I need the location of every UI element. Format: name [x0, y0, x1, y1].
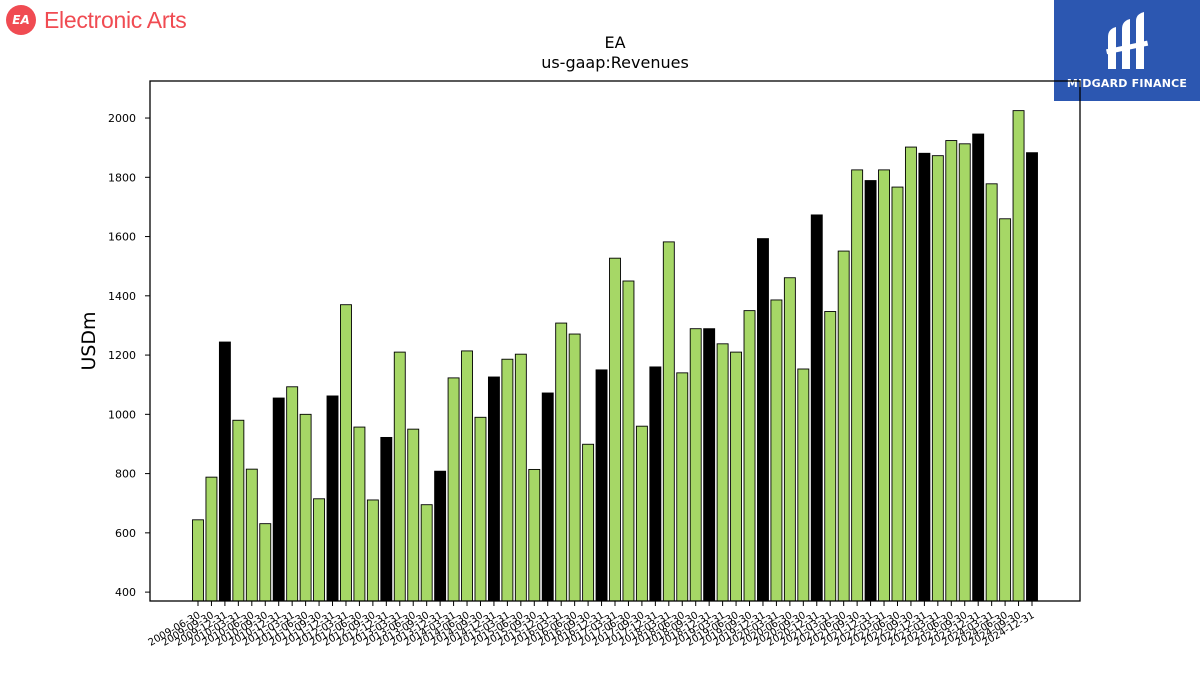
y-tick-label: 1600 [108, 231, 136, 244]
bar [676, 372, 689, 602]
bar [420, 504, 433, 602]
bar [716, 343, 729, 602]
bar [824, 311, 837, 602]
bar [945, 140, 958, 602]
bar [272, 397, 285, 602]
bar [622, 280, 635, 602]
bar [380, 436, 393, 602]
bar [689, 328, 702, 602]
chart-title: EA [604, 33, 625, 52]
bar [904, 146, 917, 602]
bar [447, 377, 460, 602]
bar [434, 470, 447, 602]
bar [783, 277, 796, 602]
brand-name: Electronic Arts [44, 6, 187, 33]
bar [1012, 110, 1025, 602]
bar [609, 257, 621, 602]
bar [286, 386, 299, 602]
bar [918, 152, 931, 602]
bar [205, 476, 218, 602]
y-tick-label: 1200 [108, 349, 136, 362]
bar [461, 350, 473, 602]
bar [299, 413, 312, 602]
y-axis-ticks: 400 600 800 1000 1200 1400 1600 1800 2000 [108, 112, 150, 599]
bar [582, 443, 595, 602]
bar [528, 468, 541, 602]
bar [393, 351, 406, 602]
bar [851, 169, 864, 602]
bar [407, 428, 420, 602]
bar [797, 368, 810, 602]
bar [635, 425, 648, 602]
y-tick-label: 1000 [108, 408, 136, 421]
bar [568, 333, 581, 602]
ea-logo-icon: EA [6, 5, 36, 35]
bar [931, 155, 944, 602]
bar [555, 322, 568, 602]
partner-name: MIDGARD FINANCE [1066, 77, 1188, 90]
bar [972, 133, 985, 602]
bar [501, 358, 514, 602]
bar [514, 353, 527, 602]
bar [245, 468, 258, 602]
bar [595, 369, 608, 602]
bar [999, 218, 1012, 602]
bar [770, 299, 783, 602]
bars-layer [192, 110, 1038, 602]
bar [326, 395, 339, 602]
bar [353, 426, 366, 602]
y-axis-label: USDm [78, 311, 100, 370]
bar [259, 523, 272, 602]
y-tick-label: 1400 [108, 290, 136, 303]
bar [743, 310, 756, 602]
chart-subtitle: us-gaap:Revenues [541, 53, 689, 72]
y-tick-label: 800 [115, 468, 136, 481]
y-tick-label: 2000 [108, 112, 136, 125]
bar [1026, 152, 1038, 602]
bar [340, 304, 352, 602]
bar [730, 351, 743, 602]
bar [232, 419, 245, 602]
bar [703, 328, 716, 602]
x-axis-ticks: 2009-06-302009-09-302009-12-312010-03-31… [147, 601, 1037, 649]
bar [757, 238, 769, 602]
bar [313, 498, 326, 602]
bar [891, 186, 904, 602]
bar [192, 519, 204, 602]
y-tick-label: 400 [115, 586, 136, 599]
y-tick-label: 600 [115, 527, 136, 540]
bar [487, 376, 500, 602]
y-tick-label: 1800 [108, 171, 136, 184]
bar [958, 143, 971, 602]
brand-logo: EA Electronic Arts [6, 5, 187, 35]
bar [649, 366, 662, 602]
bar [985, 183, 998, 602]
bar [662, 241, 675, 602]
bar [864, 180, 877, 602]
midgard-logo-icon [1106, 12, 1149, 69]
bar [878, 169, 890, 602]
bar [366, 499, 379, 602]
bar [837, 250, 850, 602]
bar [541, 392, 554, 602]
bar [810, 214, 823, 602]
bar [474, 416, 487, 602]
bar [218, 341, 231, 602]
plot-frame [149, 80, 1081, 602]
partner-logo: MIDGARD FINANCE [1054, 0, 1200, 101]
